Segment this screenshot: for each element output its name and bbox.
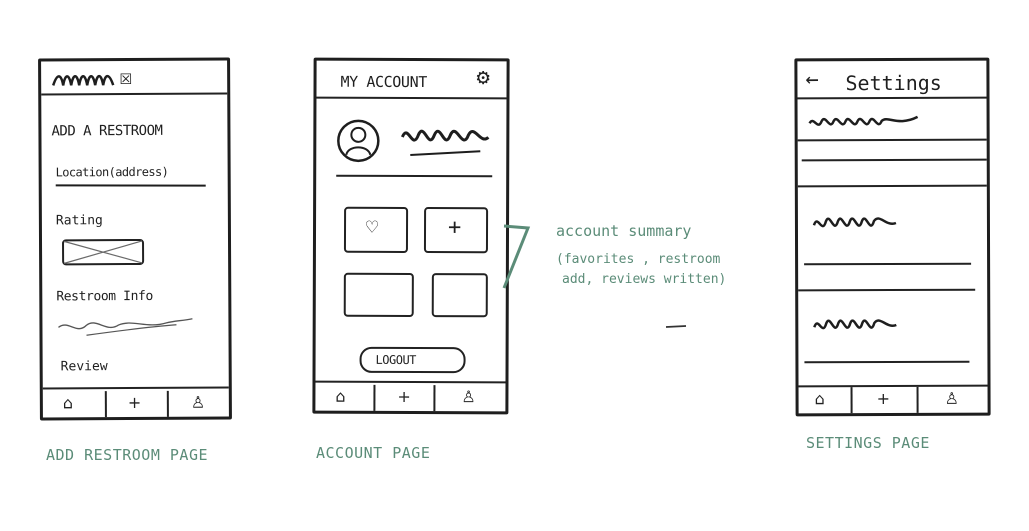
rating-label: Rating (55, 213, 103, 229)
location-field[interactable]: Location(address) (55, 164, 169, 180)
nav-separator (166, 390, 169, 417)
header-divider (41, 92, 228, 96)
add-icon[interactable]: + (876, 389, 891, 409)
annotation-bracket (502, 224, 531, 289)
settings-divider (797, 138, 987, 142)
profile-icon[interactable]: ♙ (190, 392, 206, 412)
gear-icon[interactable]: ⚙ (476, 65, 490, 91)
info-scribble (58, 318, 193, 336)
home-icon[interactable]: ⌂ (335, 386, 346, 406)
rating-strike (63, 240, 143, 264)
nav-separator (850, 387, 853, 414)
setting-squiggle (808, 115, 919, 126)
header-divider (316, 96, 507, 100)
nav-divider (315, 380, 506, 384)
restrooms-added-card[interactable]: + (423, 207, 489, 254)
caption-account: ACCOUNT PAGE (316, 444, 431, 462)
nav-separator (916, 386, 919, 413)
settings-divider (801, 158, 987, 162)
nav-divider (42, 386, 229, 390)
annotation-line: add, reviews written) (562, 272, 727, 287)
restroom-info-label: Restroom Info (56, 288, 153, 305)
favorites-card[interactable]: ♡ (343, 206, 409, 253)
logout-button[interactable]: LOGOUT (359, 346, 466, 374)
annotation-line: (favorites , restroom (556, 252, 721, 267)
page-title: MY ACCOUNT (340, 72, 427, 92)
add-restroom-phone: ☒ ADD A RESTROOM Location(address) Ratin… (38, 57, 232, 421)
header-divider (797, 96, 987, 100)
nav-separator (104, 391, 107, 418)
nav-separator (433, 385, 436, 412)
caption-add-restroom: ADD RESTROOM PAGE (46, 446, 209, 464)
add-icon[interactable]: + (397, 386, 411, 407)
home-icon[interactable]: ⌂ (814, 389, 825, 409)
plus-icon: + (447, 215, 462, 241)
logout-label: LOGOUT (375, 352, 416, 368)
heart-icon: ♡ (365, 214, 379, 239)
settings-divider (804, 262, 972, 266)
back-arrow-icon[interactable]: ← (805, 67, 819, 93)
caption-settings: SETTINGS PAGE (806, 434, 930, 452)
page-title: ADD A RESTROOM (51, 122, 163, 140)
close-icon[interactable]: ☒ (119, 65, 133, 91)
profile-icon[interactable]: ♙ (461, 387, 476, 407)
profile-icon[interactable]: ♙ (944, 388, 959, 408)
add-icon[interactable]: + (127, 392, 142, 413)
reviews-card[interactable] (343, 272, 414, 318)
empty-card[interactable] (431, 273, 488, 318)
settings-phone: ← Settings ⌂ + ♙ (794, 57, 991, 417)
nav-divider (798, 384, 988, 388)
setting-squiggle (813, 319, 897, 330)
annotation-line: account summary (556, 222, 692, 240)
page-title: Settings (845, 70, 942, 96)
home-icon[interactable]: ⌂ (62, 393, 74, 413)
profile-divider (336, 174, 493, 178)
avatar (337, 119, 380, 163)
settings-divider (797, 184, 987, 188)
username-squiggle (400, 129, 490, 156)
settings-divider (804, 360, 970, 364)
header-squiggle (52, 74, 115, 86)
stray-mark (665, 325, 687, 328)
review-label: Review (60, 359, 108, 375)
account-phone: MY ACCOUNT ⚙ ♡ + LOGOUT ⌂ + ♙ (312, 57, 510, 415)
nav-separator (373, 384, 376, 411)
location-underline (55, 184, 206, 187)
settings-divider (798, 288, 976, 292)
setting-squiggle (812, 217, 897, 228)
